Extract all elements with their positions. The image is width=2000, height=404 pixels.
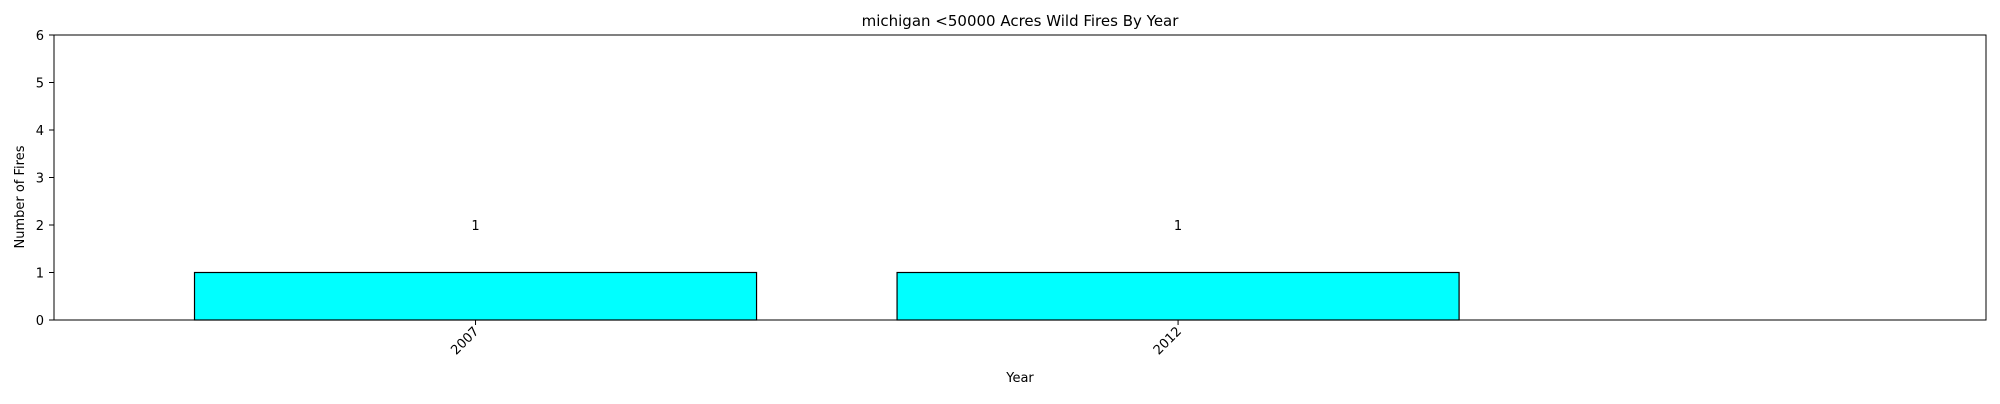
- y-tick-label-3: 3: [36, 172, 44, 187]
- y-tick-label-6: 6: [36, 29, 44, 44]
- data-label-2007: 1: [471, 219, 479, 234]
- x-tick-label-2012: 2012: [1151, 324, 1185, 358]
- y-axis-label: Number of Fires: [13, 145, 28, 248]
- x-axis-label: Year: [1005, 371, 1034, 386]
- y-tick-label-0: 0: [36, 314, 44, 329]
- y-tick-label-4: 4: [36, 124, 44, 139]
- plot-area: 0 1 2 3 4 5 6 1 2007 1 2012: [36, 29, 1987, 358]
- y-tick-label-1: 1: [36, 267, 44, 282]
- bar-2012: [896, 271, 1460, 321]
- chart-title: michigan <50000 Acres Wild Fires By Year: [862, 12, 1180, 30]
- y-tick-label-2: 2: [36, 219, 44, 234]
- data-label-2012: 1: [1174, 219, 1182, 234]
- y-tick-label-5: 5: [36, 77, 44, 92]
- x-tick-label-2007: 2007: [448, 324, 482, 358]
- bar-2007: [193, 271, 758, 321]
